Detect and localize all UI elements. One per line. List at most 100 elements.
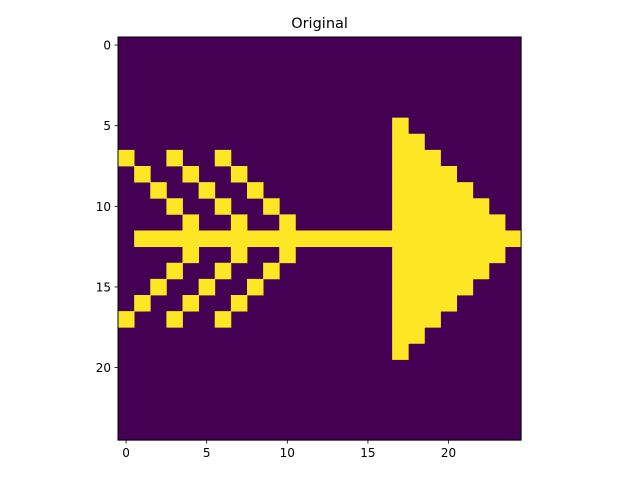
heatmap-cell — [505, 230, 522, 248]
heatmap-cell — [472, 246, 490, 264]
heatmap-cell — [214, 198, 232, 215]
heatmap-cells — [118, 37, 522, 441]
heatmap-cell — [408, 230, 425, 248]
heatmap-cell — [408, 295, 425, 312]
heatmap-cell — [408, 262, 425, 280]
heatmap-cell — [182, 214, 200, 231]
heatmap-cell — [408, 278, 425, 296]
heatmap-cell — [488, 214, 506, 231]
heatmap-cell — [230, 246, 248, 264]
x-tick-label: 15 — [360, 446, 375, 460]
heatmap-cell — [392, 311, 409, 328]
heatmap-cell — [198, 230, 216, 248]
heatmap-cell — [230, 166, 248, 183]
heatmap-cell — [376, 230, 393, 248]
heatmap-cell — [408, 198, 425, 215]
heatmap-cell — [198, 182, 216, 199]
x-tick-label: 20 — [441, 446, 456, 460]
heatmap-cell — [279, 230, 296, 248]
heatmap-cell — [214, 311, 232, 328]
heatmap-cell — [134, 166, 151, 183]
heatmap-cell — [424, 262, 441, 280]
heatmap-cell — [263, 198, 280, 215]
heatmap-cell — [182, 246, 200, 264]
heatmap-cell — [456, 182, 474, 199]
heatmap-cell — [295, 230, 312, 248]
heatmap-cell — [424, 149, 441, 167]
heatmap-cell — [118, 311, 135, 328]
heatmap-cell — [424, 198, 441, 215]
heatmap-cell — [392, 295, 409, 312]
heatmap-cell — [408, 182, 425, 199]
heatmap-cell — [424, 230, 441, 248]
chart-title: Original — [291, 16, 348, 32]
heatmap-cell — [150, 278, 167, 296]
heatmap-cell — [408, 214, 425, 231]
heatmap-cell — [392, 166, 409, 183]
heatmap-cell — [424, 295, 441, 312]
heatmap-cell — [440, 246, 458, 264]
heatmap-cell — [440, 230, 458, 248]
heatmap-cell — [456, 214, 474, 231]
y-tick-label: 5 — [103, 119, 111, 133]
heatmap-cell — [150, 182, 167, 199]
heatmap-cell — [263, 262, 280, 280]
heatmap-cell — [456, 198, 474, 215]
heatmap-cell — [230, 230, 248, 248]
heatmap-cell — [424, 246, 441, 264]
heatmap-cell — [311, 230, 329, 248]
heatmap-cell — [392, 343, 409, 360]
heatmap-cell — [424, 182, 441, 199]
heatmap-cell — [279, 214, 296, 231]
heatmap-cell — [263, 230, 280, 248]
heatmap-cell — [392, 133, 409, 151]
heatmap-cell — [279, 246, 296, 264]
heatmap-cell — [214, 230, 232, 248]
heatmap-cell — [424, 278, 441, 296]
heatmap-cell — [118, 149, 135, 167]
y-tick-label: 10 — [96, 200, 111, 214]
heatmap-cell — [182, 295, 200, 312]
heatmap-cell — [166, 230, 183, 248]
heatmap-cell — [472, 198, 490, 215]
heatmap-cell — [440, 214, 458, 231]
x-tick-label: 0 — [122, 446, 130, 460]
heatmap-cell — [392, 246, 409, 264]
heatmap-cell — [472, 230, 490, 248]
heatmap-cell — [359, 230, 377, 248]
heatmap-cell — [408, 166, 425, 183]
y-tick-label: 15 — [96, 280, 111, 294]
heatmap-cell — [392, 214, 409, 231]
heatmap-cell — [456, 230, 474, 248]
heatmap-cell — [134, 230, 151, 248]
heatmap-cell — [182, 166, 200, 183]
heatmap-cell — [440, 198, 458, 215]
x-tick-label: 5 — [203, 446, 211, 460]
heatmap-cell — [247, 230, 264, 248]
heatmap-cell — [134, 295, 151, 312]
heatmap-cell — [392, 262, 409, 280]
heatmap-cell — [424, 214, 441, 231]
heatmap-cell — [408, 133, 425, 151]
heatmap-cell — [166, 262, 183, 280]
heatmap-cell — [408, 149, 425, 167]
heatmap-cell — [392, 149, 409, 167]
heatmap-cell — [166, 198, 183, 215]
heatmap-cell — [182, 230, 200, 248]
y-tick-label: 0 — [103, 39, 111, 53]
heatmap-cell — [392, 230, 409, 248]
heatmap-cell — [408, 246, 425, 264]
y-tick-label: 20 — [96, 361, 111, 375]
heatmap-cell — [198, 278, 216, 296]
heatmap-cell — [392, 117, 409, 135]
heatmap-cell — [424, 311, 441, 328]
plot-frame — [117, 36, 522, 441]
heatmap-cell — [440, 182, 458, 199]
heatmap-cell — [166, 311, 183, 328]
x-axis: 0 5 10 15 20 — [122, 440, 456, 460]
heatmap-cell — [488, 230, 506, 248]
heatmap-cell — [440, 295, 458, 312]
heatmap-cell — [230, 214, 248, 231]
heatmap-cell — [408, 311, 425, 328]
heatmap-cell — [327, 230, 345, 248]
